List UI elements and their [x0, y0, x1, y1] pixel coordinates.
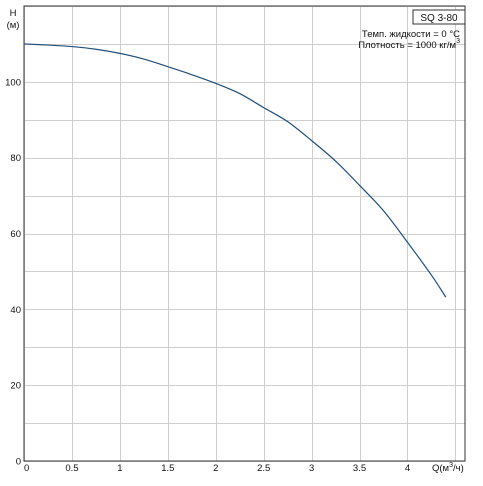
model-label-box — [412, 9, 466, 25]
y-tick-label: 40 — [10, 305, 21, 316]
x-axis-label-sup: 3 — [449, 462, 453, 469]
y-tick-label: 100 — [5, 77, 21, 88]
condition-temperature-text: Темп. жидкости = 0 °C — [362, 29, 460, 40]
x-tick-label: 1.5 — [161, 463, 174, 474]
x-tick-label: 2.5 — [257, 463, 270, 474]
x-axis-label-suffix: /ч) — [453, 463, 464, 474]
x-tick-label: 1 — [117, 463, 122, 474]
condition-density-text: Плотность = 1000 кг/м — [358, 40, 456, 51]
y-axis-ticks: 0 20 40 60 80 100 — [5, 77, 21, 467]
y-tick-label: 0 — [16, 457, 21, 468]
condition-density-sup: 3 — [456, 38, 460, 45]
x-axis-ticks: 0 0.5 1 1.5 2 2.5 3 3.5 4 — [24, 463, 410, 474]
x-tick-label: 3 — [309, 463, 314, 474]
x-axis-label: Q(м3/ч) — [432, 462, 464, 474]
plot-frame — [23, 5, 466, 462]
y-axis-label-line2: (м) — [7, 20, 20, 31]
condition-temperature: Темп. жидкости = 0 °C — [362, 29, 460, 40]
y-tick-label: 20 — [10, 381, 21, 392]
y-axis-label-line1: H — [10, 8, 17, 19]
y-tick-label: 60 — [10, 229, 21, 240]
x-tick-label: 3.5 — [353, 463, 366, 474]
x-tick-label: 0.5 — [65, 463, 78, 474]
x-tick-label: 4 — [405, 463, 410, 474]
condition-density: Плотность = 1000 кг/м3 — [358, 38, 460, 51]
x-axis-label-prefix: Q(м — [432, 463, 449, 474]
x-tick-label: 0 — [24, 463, 29, 474]
performance-curve — [23, 43, 447, 298]
y-tick-label: 80 — [10, 153, 21, 164]
x-tick-label: 2 — [213, 463, 218, 474]
model-label: SQ 3-80 — [420, 13, 458, 24]
grid — [24, 6, 465, 462]
